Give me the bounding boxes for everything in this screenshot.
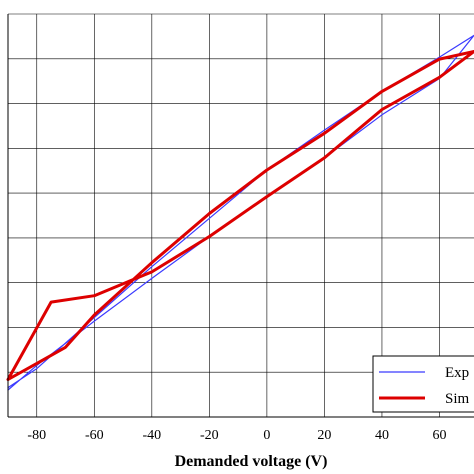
x-tick-label: -60 xyxy=(85,428,104,443)
series-line-exp xyxy=(7,34,474,391)
x-tick-label: -40 xyxy=(142,428,161,443)
series-lines xyxy=(6,34,474,391)
x-tick-label: 0 xyxy=(263,428,270,443)
x-tick-label: -20 xyxy=(200,428,219,443)
x-tick-label: 60 xyxy=(432,428,446,443)
series-line-sim xyxy=(6,50,474,381)
x-tick-labels: -80 -60 -40 -20 0 20 40 60 xyxy=(27,428,446,443)
legend: Exp Sim xyxy=(372,355,474,413)
legend-label-sim: Sim xyxy=(445,391,470,407)
x-tick-label: 20 xyxy=(317,428,331,443)
x-tick-label: -80 xyxy=(27,428,46,443)
x-axis-label: Demanded voltage (V) xyxy=(175,453,328,470)
axes xyxy=(7,14,474,418)
x-tick-label: 40 xyxy=(375,428,389,443)
legend-box xyxy=(372,355,474,413)
legend-label-exp: Exp xyxy=(445,365,469,381)
